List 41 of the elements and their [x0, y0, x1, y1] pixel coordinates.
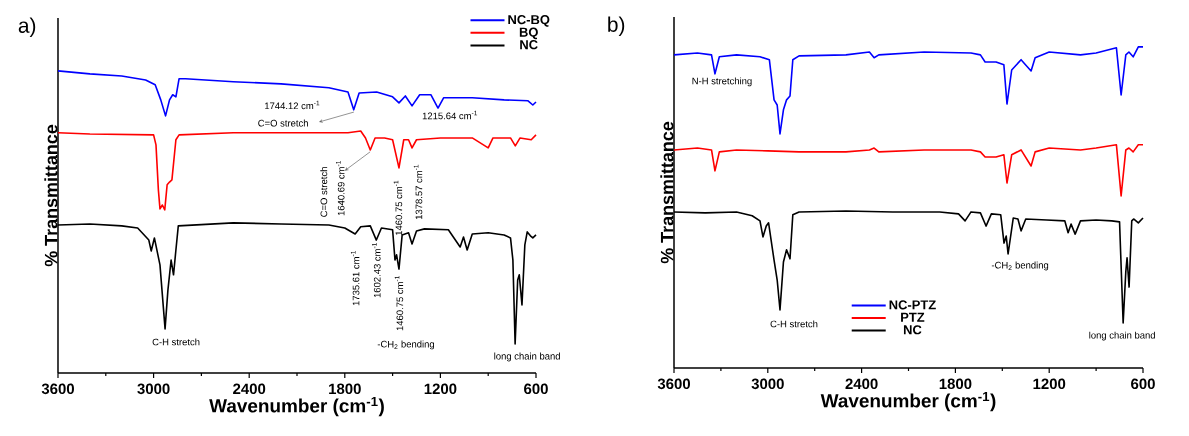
legend-label: NC-PTZ	[889, 300, 936, 310]
annotation: C-H stretch	[770, 320, 818, 328]
annotation: 1744.12 cm$^{-1}$	[265, 100, 320, 110]
x-tick-label: 3000	[751, 378, 784, 390]
annotation: N-H stretching	[692, 77, 752, 87]
x-axis-title: Wavenumber (cm$^{-1}$)	[209, 396, 384, 417]
x-tick-label: 1200	[1033, 378, 1066, 390]
annotation: long chain band	[1089, 331, 1155, 341]
legend-label: NC	[903, 325, 922, 335]
legend-label: BQ	[519, 27, 538, 40]
x-tick-label: 600	[524, 383, 548, 395]
y-axis-title: % Transmittance	[44, 124, 58, 267]
x-tick-label: 1800	[939, 378, 972, 390]
legend-label: NC	[520, 40, 538, 50]
chart-title: a)	[18, 17, 36, 38]
annotation: -CH$_{2}$ bending	[377, 340, 435, 350]
x-tick-label: 2400	[845, 378, 878, 390]
x-tick-label: 2400	[233, 383, 266, 395]
annotation: 1215.64 cm$^{-1}$	[422, 110, 478, 120]
x-tick-label: 3600	[41, 383, 74, 395]
chart-title: b)	[608, 16, 625, 37]
annotation: -CH$_{2}$ bending	[991, 261, 1049, 271]
annotation: 1602.43 cm$^{-1}$	[372, 242, 381, 298]
x-tick-label: 600	[1131, 378, 1155, 390]
legend-label: PTZ	[901, 312, 925, 322]
annotation: 1378.57 cm$^{-1}$	[413, 164, 423, 220]
x-tick-label: 1800	[329, 383, 361, 395]
legend-label: NC-BQ	[508, 15, 550, 27]
x-tick-label: 3600	[657, 378, 690, 390]
annotation: C-H stretch	[152, 338, 200, 346]
annotation: 1640.69 cm$^{-1}$	[336, 160, 345, 216]
annotation: C=O stretch	[320, 167, 328, 217]
annotation: 1460.75 cm$^{-1}$	[394, 275, 404, 331]
annotation: 1735.61 cm$^{-1}$	[350, 250, 360, 306]
x-axis-title: Wavenumber (cm$^{-1}$)	[820, 391, 996, 412]
x-tick-label: 1200	[424, 383, 457, 395]
y-axis-title: % Transmittance	[660, 121, 674, 264]
annotation: long chain band	[494, 352, 560, 362]
x-tick-label: 3000	[137, 383, 170, 395]
annotation: C=O stretch	[258, 119, 308, 127]
annotation: 1460.75 cm$^{-1}$	[393, 180, 403, 236]
